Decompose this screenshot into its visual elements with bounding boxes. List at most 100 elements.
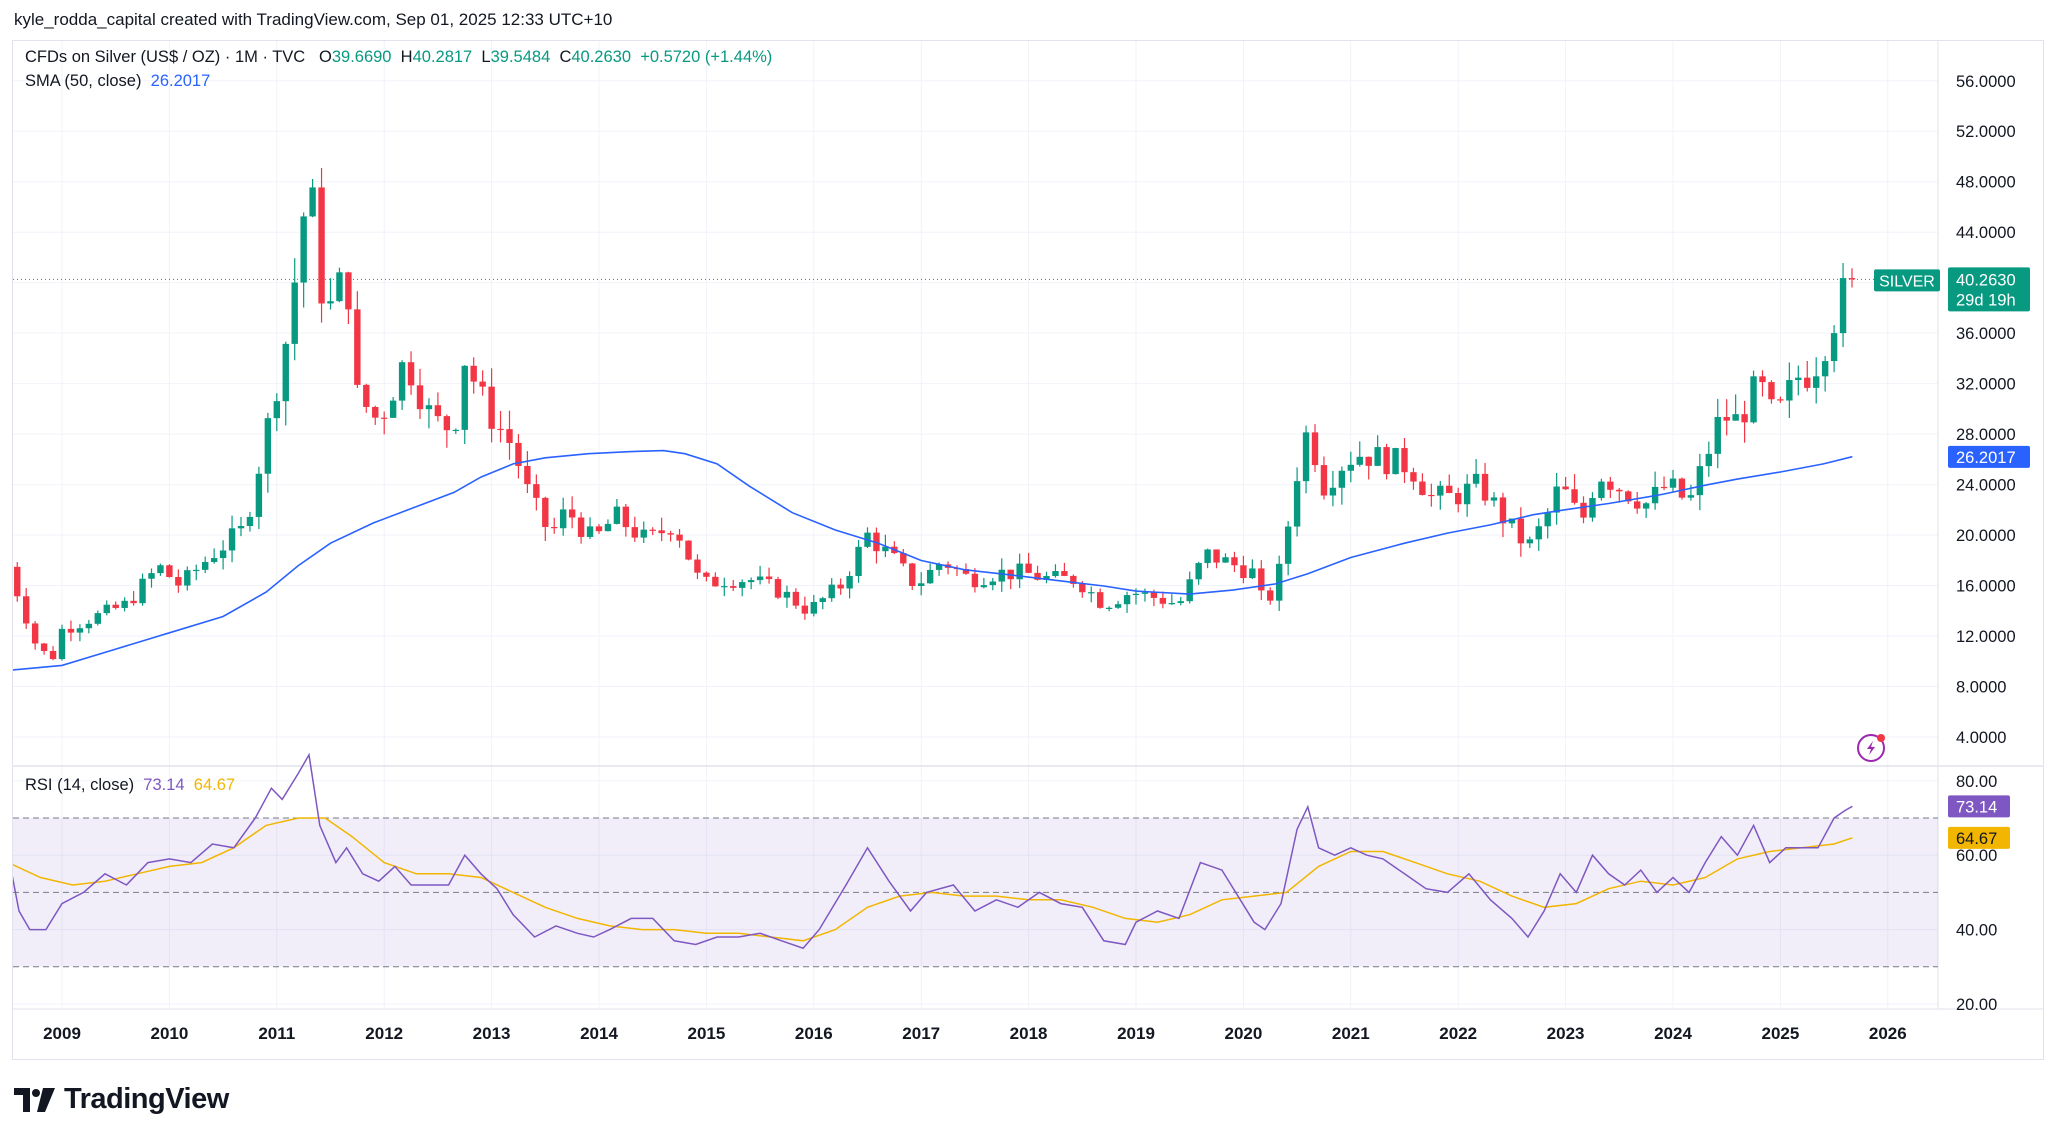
candle-down bbox=[407, 362, 415, 386]
candle-down bbox=[67, 628, 75, 633]
candle-down bbox=[112, 604, 119, 608]
price-axis-label: 28.0000 bbox=[1956, 426, 2016, 444]
rsi-ma-tag-bg bbox=[1948, 826, 2010, 849]
candle-up bbox=[1168, 603, 1175, 605]
candle-down bbox=[1446, 485, 1453, 493]
candle-up bbox=[1732, 414, 1739, 421]
candle-up bbox=[157, 565, 164, 574]
candle-up bbox=[85, 623, 93, 629]
candle-down bbox=[524, 465, 531, 485]
sma-legend[interactable]: SMA (50, close) 26.2017 bbox=[25, 72, 210, 91]
attribution-text: kyle_rodda_capital created with TradingV… bbox=[14, 10, 613, 29]
candle-down bbox=[49, 651, 57, 660]
candle-down bbox=[1607, 481, 1614, 490]
candle-up bbox=[237, 526, 245, 529]
candle-up bbox=[1347, 464, 1354, 471]
candle-up bbox=[148, 573, 155, 579]
candle-up bbox=[855, 546, 862, 576]
candle-down bbox=[1660, 486, 1668, 489]
candle-up bbox=[1526, 539, 1533, 544]
candle-down bbox=[479, 381, 486, 387]
candle-up bbox=[998, 569, 1005, 582]
candle-up bbox=[918, 583, 925, 587]
candle-up bbox=[1249, 568, 1256, 579]
time-axis-label: 2012 bbox=[365, 1024, 403, 1043]
candle-up bbox=[756, 576, 764, 581]
candle-up bbox=[103, 604, 110, 614]
candle-down bbox=[1777, 399, 1784, 401]
last-price-tag-bg bbox=[1948, 267, 2030, 312]
lightning-alert-icon[interactable] bbox=[1857, 734, 1885, 762]
candle-down bbox=[470, 365, 477, 382]
candle-down bbox=[1455, 492, 1462, 505]
candle-up bbox=[1204, 549, 1211, 564]
sma-label[interactable]: SMA (50, close) bbox=[25, 72, 142, 90]
time-axis-label: 2019 bbox=[1117, 1024, 1155, 1043]
chart-frame[interactable]: 4.0000 8.0000 12.0000 16.0000 20.0000 24.0000… bbox=[12, 40, 2044, 1060]
candle-up bbox=[1123, 595, 1131, 605]
candle-up bbox=[1329, 487, 1337, 496]
symbol-tag: SILVER bbox=[1879, 273, 1935, 290]
candle-up bbox=[1830, 333, 1838, 362]
tradingview-logo[interactable]: TradingView bbox=[14, 1083, 229, 1116]
sma-tag-bg bbox=[1948, 445, 2030, 468]
candle-down bbox=[1320, 465, 1328, 496]
candle-down bbox=[1159, 597, 1167, 604]
candle-down bbox=[166, 565, 173, 578]
symbol-legend[interactable]: CFDs on Silver (US$ / OZ) · 1M · TVC O39… bbox=[25, 48, 772, 67]
candle-up bbox=[1813, 376, 1820, 388]
alert-bolt bbox=[1867, 741, 1875, 755]
last-price-tag: 40.2630 bbox=[1956, 271, 2016, 289]
candle-down bbox=[1070, 575, 1077, 584]
time-axis-label: 2016 bbox=[795, 1024, 833, 1043]
candle-up bbox=[300, 216, 307, 283]
candle-up bbox=[586, 526, 594, 537]
open-value: 39.6690 bbox=[331, 48, 392, 66]
candle-up bbox=[1374, 447, 1381, 466]
candle-up bbox=[613, 506, 621, 524]
candle-down bbox=[1240, 565, 1247, 579]
candle-up bbox=[846, 575, 853, 589]
low-label: L bbox=[481, 48, 491, 66]
candle-up bbox=[1293, 481, 1301, 527]
candle-up bbox=[1052, 571, 1059, 577]
brand-text: TradingView bbox=[64, 1083, 229, 1115]
chart-canvas[interactable]: 4.0000 8.0000 12.0000 16.0000 20.0000 24.0000… bbox=[13, 41, 2043, 1059]
sma-value: 26.2017 bbox=[150, 72, 211, 90]
candle-down bbox=[631, 527, 638, 538]
candle-down bbox=[1768, 382, 1775, 400]
time-axis-label: 2011 bbox=[258, 1024, 295, 1043]
candle-up bbox=[747, 580, 755, 583]
candle-up bbox=[282, 343, 289, 402]
candle-up bbox=[389, 400, 397, 418]
symbol-title[interactable]: CFDs on Silver (US$ / OZ) · 1M · TVC bbox=[25, 48, 306, 66]
time-axis-label: 2024 bbox=[1654, 1024, 1692, 1043]
time-axis-label: 2017 bbox=[902, 1024, 940, 1043]
candle-down bbox=[130, 600, 137, 604]
candle-down bbox=[1804, 377, 1811, 388]
candle-down bbox=[434, 405, 442, 417]
candle-up bbox=[1222, 557, 1229, 563]
candle-down bbox=[1616, 489, 1623, 492]
candle-up bbox=[560, 509, 567, 529]
candle-down bbox=[1034, 572, 1041, 580]
rsi-label[interactable]: RSI (14, close) bbox=[25, 776, 135, 794]
candle-up bbox=[94, 613, 101, 624]
candle-up bbox=[1544, 512, 1551, 527]
candle-up bbox=[121, 600, 128, 608]
rsi-legend[interactable]: RSI (14, close) 73.14 64.67 bbox=[25, 776, 235, 795]
candle-down bbox=[595, 526, 603, 532]
candle-down bbox=[372, 406, 379, 418]
candle-down bbox=[1499, 497, 1507, 524]
candle-down bbox=[1401, 448, 1408, 473]
rsi-axis-label: 40.00 bbox=[1956, 922, 1997, 940]
candle-up bbox=[461, 365, 468, 430]
candle-up bbox=[1302, 432, 1310, 482]
alert-dot bbox=[1877, 734, 1885, 742]
rsi-ma-tag: 64.67 bbox=[1956, 830, 1997, 848]
candle-up bbox=[989, 581, 996, 586]
candle-up bbox=[1598, 481, 1605, 499]
candle-up bbox=[935, 564, 943, 570]
candle-down bbox=[801, 605, 809, 614]
candle-down bbox=[676, 534, 683, 541]
